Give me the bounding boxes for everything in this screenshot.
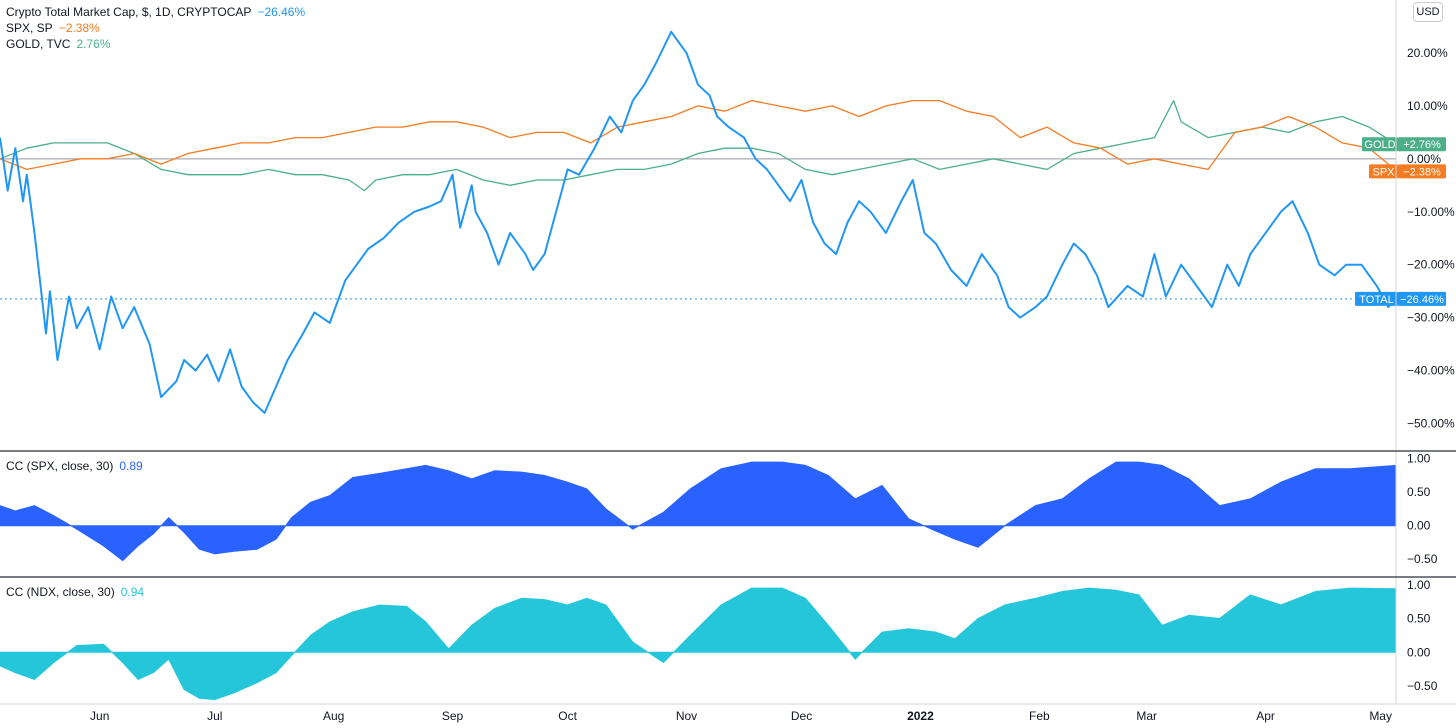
x-tick-label: Mar bbox=[1136, 709, 1157, 723]
time-scale[interactable]: Jun Jul Aug Sep Oct Nov Dec 2022 Feb Mar Apr May bbox=[90, 709, 1392, 723]
y-tick-label: −40.00% bbox=[1407, 364, 1455, 378]
badge-total-name bbox=[1355, 291, 1398, 306]
legend-total-value: −26.46% bbox=[257, 5, 306, 19]
x-tick-label: Oct bbox=[558, 709, 577, 723]
x-tick-label: Apr bbox=[1256, 709, 1275, 723]
badge-total-value-text: −26.46% bbox=[1400, 294, 1444, 306]
x-tick-label: Sep bbox=[442, 709, 464, 723]
legend-spx[interactable]: SPX, SP −2.38% bbox=[6, 20, 100, 36]
legend-gold-label: GOLD, TVC bbox=[6, 37, 71, 51]
cc-spx-pane: 1.00 0.50 0.00 −0.50 bbox=[0, 452, 1438, 566]
indicator-cc-ndx-label: CC (NDX, close, 30) bbox=[6, 585, 115, 599]
x-tick-label: Aug bbox=[323, 709, 344, 723]
legend-spx-value: −2.38% bbox=[58, 21, 100, 35]
indicator-cc-spx-value: 0.89 bbox=[119, 459, 143, 473]
series-line-gold bbox=[0, 99, 1397, 192]
main-series bbox=[0, 30, 1397, 414]
indicator-y-tick-label: 1.00 bbox=[1407, 578, 1431, 592]
cc-ndx-pane: 1.00 0.50 0.00 −0.50 bbox=[0, 578, 1438, 701]
indicator-legend-cc-ndx[interactable]: CC (NDX, close, 30) 0.94 bbox=[6, 585, 144, 599]
indicator-cc-ndx-value: 0.94 bbox=[120, 585, 145, 599]
indicator-area bbox=[0, 461, 1397, 562]
badge-total-name-text: TOTAL bbox=[1359, 294, 1393, 306]
y-tick-label: −50.00% bbox=[1407, 417, 1455, 431]
indicator-y-tick-label: 0.00 bbox=[1407, 519, 1431, 533]
series-line-total bbox=[0, 30, 1397, 414]
badge-gold-value bbox=[1398, 137, 1446, 152]
y-tick-label: −10.00% bbox=[1407, 205, 1455, 219]
legend-gold-value: 2.76% bbox=[76, 37, 111, 51]
badge-gold-value-text: +2.76% bbox=[1403, 139, 1441, 151]
y-tick-label: −20.00% bbox=[1407, 258, 1455, 272]
x-tick-label: Nov bbox=[676, 709, 697, 723]
series-line-spx bbox=[0, 99, 1397, 172]
main-price-scale[interactable]: 20.00% 10.00% 0.00% −10.00% −20.00% −30.00% −4… bbox=[1407, 46, 1455, 431]
x-tick-label: Jul bbox=[207, 709, 222, 723]
y-tick-label: 20.00% bbox=[1407, 46, 1448, 60]
x-tick-label: Dec bbox=[791, 709, 812, 723]
x-tick-label: May bbox=[1369, 709, 1392, 723]
badge-gold-name-text: GOLD bbox=[1364, 139, 1395, 151]
indicator-y-tick-label: 1.00 bbox=[1407, 452, 1431, 466]
indicator-y-tick-label: 0.50 bbox=[1407, 612, 1431, 626]
legend-total-label: Crypto Total Market Cap, $, 1D, CRYPTOCA… bbox=[6, 5, 252, 19]
x-tick-label: Feb bbox=[1029, 709, 1050, 723]
indicator-area bbox=[0, 587, 1397, 701]
last-value-badges: GOLD +2.76% SPX −2.38% TOTAL −26.46% bbox=[1355, 137, 1446, 306]
badge-spx-name bbox=[1369, 164, 1398, 179]
indicator-y-tick-label: 0.00 bbox=[1407, 645, 1431, 659]
currency-button[interactable]: USD bbox=[1413, 2, 1443, 22]
indicator-cc-spx-label: CC (SPX, close, 30) bbox=[6, 459, 114, 473]
indicator-y-tick-label: −0.50 bbox=[1407, 552, 1438, 566]
legend-total[interactable]: Crypto Total Market Cap, $, 1D, CRYPTOCA… bbox=[6, 4, 305, 20]
badge-total-value bbox=[1398, 291, 1446, 306]
badge-spx-value bbox=[1398, 164, 1446, 179]
legend-gold[interactable]: GOLD, TVC 2.76% bbox=[6, 36, 111, 52]
y-tick-label: −30.00% bbox=[1407, 311, 1455, 325]
indicator-y-tick-label: −0.50 bbox=[1407, 679, 1438, 693]
legend-spx-label: SPX, SP bbox=[6, 21, 53, 35]
badge-spx-value-text: −2.38% bbox=[1403, 166, 1441, 178]
x-tick-label: Jun bbox=[90, 709, 109, 723]
y-tick-label: 0.00% bbox=[1407, 152, 1441, 166]
pane-separators bbox=[0, 0, 1456, 705]
badge-spx-name-text: SPX bbox=[1372, 166, 1395, 178]
indicator-y-tick-label: 0.50 bbox=[1407, 485, 1431, 499]
badge-gold-name bbox=[1362, 137, 1398, 152]
y-tick-label: 10.00% bbox=[1407, 99, 1448, 113]
indicator-legend-cc-spx[interactable]: CC (SPX, close, 30) 0.89 bbox=[6, 459, 143, 473]
x-tick-label: 2022 bbox=[907, 709, 934, 723]
